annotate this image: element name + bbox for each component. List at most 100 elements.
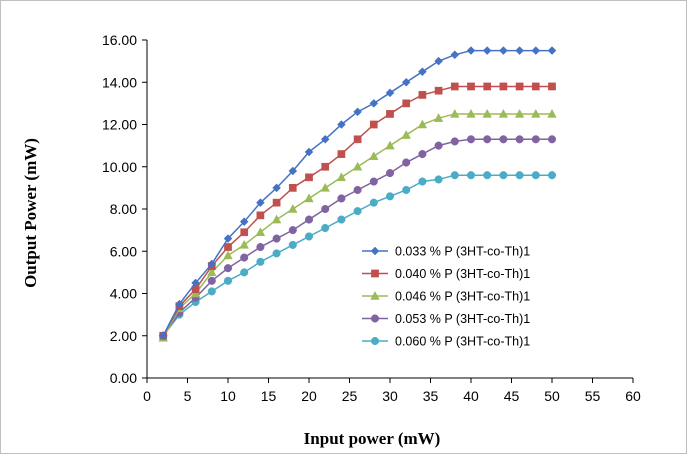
legend-label: 0.060 % P (3HT-co-Th)1	[395, 335, 530, 349]
data-point	[369, 198, 378, 207]
legend-item: 0.060 % P (3HT-co-Th)1	[362, 335, 530, 349]
data-point	[304, 193, 314, 203]
data-point	[369, 99, 379, 108]
data-point	[531, 46, 541, 55]
data-point	[239, 217, 249, 227]
legend-marker	[371, 269, 379, 278]
data-point	[255, 227, 266, 236]
data-point	[369, 120, 378, 129]
y-tick-label: 4.00	[110, 286, 137, 302]
data-point	[288, 203, 298, 213]
data-point	[256, 257, 265, 266]
x-tick-label: 45	[504, 388, 520, 404]
data-point	[256, 198, 265, 208]
data-point	[207, 267, 217, 277]
data-point	[207, 287, 216, 296]
x-tick-label: 20	[301, 388, 317, 404]
data-point	[353, 207, 362, 216]
legend-marker	[370, 336, 380, 346]
data-point	[223, 264, 233, 273]
data-point	[369, 151, 379, 160]
data-point	[288, 226, 297, 235]
data-point	[321, 162, 330, 171]
data-point	[402, 185, 411, 195]
data-point	[386, 110, 394, 118]
data-point	[515, 82, 524, 91]
data-point	[288, 166, 298, 176]
x-tick-label: 0	[143, 388, 151, 404]
data-point	[288, 240, 297, 249]
legend-label: 0.053 % P (3HT-co-Th)1	[395, 312, 530, 326]
data-point	[256, 242, 265, 252]
data-point	[158, 331, 168, 341]
data-point	[223, 276, 233, 285]
data-point	[515, 135, 524, 144]
data-point	[433, 113, 444, 122]
data-point	[288, 184, 297, 192]
data-point	[223, 234, 233, 243]
data-point	[175, 299, 184, 309]
data-point	[483, 82, 492, 91]
data-point	[515, 171, 524, 180]
data-point	[272, 183, 281, 193]
data-point	[385, 192, 395, 201]
series-line	[162, 113, 552, 339]
data-point	[272, 249, 281, 258]
data-point	[499, 46, 508, 55]
data-point	[466, 171, 476, 180]
y-tick-label: 2.00	[110, 328, 137, 344]
data-point	[531, 135, 540, 144]
y-axis-title: Output Power (mW)	[21, 138, 40, 288]
data-point	[483, 171, 492, 180]
x-tick-label: 35	[423, 388, 439, 404]
data-point	[304, 215, 314, 224]
y-tick-label: 16.00	[102, 32, 137, 48]
data-point	[483, 135, 492, 144]
data-point	[385, 140, 395, 150]
legend-marker	[370, 290, 380, 300]
data-point	[336, 172, 347, 182]
data-point	[434, 86, 443, 95]
data-point	[547, 135, 557, 144]
y-tick-label: 14.00	[102, 74, 137, 90]
data-point	[450, 82, 459, 91]
data-point	[482, 46, 492, 55]
data-point	[337, 150, 346, 158]
legend-label: 0.033 % P (3HT-co-Th)1	[395, 245, 530, 259]
legend: 0.033 % P (3HT-co-Th)1 0.040 % P (3HT-co-…	[362, 245, 530, 349]
data-point	[223, 250, 233, 260]
data-point	[272, 198, 281, 207]
x-axis-title: Input power (mW)	[304, 429, 441, 448]
data-point	[385, 88, 395, 98]
data-point	[499, 82, 508, 91]
data-point	[499, 135, 508, 144]
x-tick-label: 10	[220, 388, 236, 404]
data-point	[547, 108, 557, 118]
data-point	[207, 259, 217, 269]
data-point	[240, 253, 249, 262]
data-point	[402, 158, 411, 167]
x-tick-label: 15	[261, 388, 277, 404]
data-point	[353, 135, 362, 144]
data-point	[466, 135, 476, 144]
data-point	[353, 185, 362, 195]
x-tick-label: 30	[382, 388, 398, 404]
data-point	[304, 147, 314, 157]
legend-marker	[370, 246, 380, 256]
data-point	[450, 137, 459, 146]
data-point	[401, 77, 411, 87]
data-point	[272, 234, 281, 243]
data-point	[418, 177, 427, 186]
data-point	[305, 173, 313, 182]
data-point	[239, 239, 249, 249]
x-tick-label: 50	[544, 388, 560, 404]
data-point	[547, 46, 557, 55]
data-point	[304, 232, 314, 241]
series-1	[158, 46, 557, 341]
data-point	[434, 56, 443, 66]
data-point	[418, 91, 427, 99]
data-point	[224, 243, 232, 251]
series-5	[159, 171, 557, 340]
data-point	[321, 204, 330, 214]
